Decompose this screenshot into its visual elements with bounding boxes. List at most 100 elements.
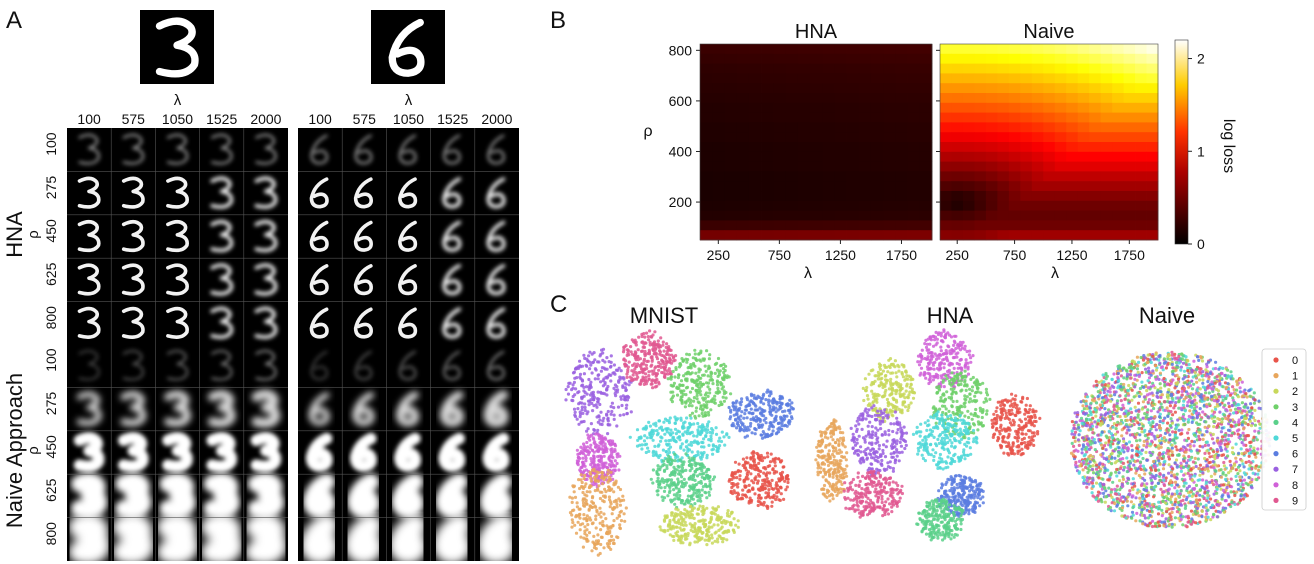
scatter-point (708, 475, 712, 479)
heatmap-cell (834, 63, 847, 74)
scatter-point (867, 372, 871, 376)
heatmap-cell (834, 230, 847, 241)
scatter-point (642, 382, 646, 386)
scatter-point (727, 435, 731, 439)
scatter-point (980, 415, 984, 420)
scatter-point (669, 428, 673, 432)
scatter-point (865, 394, 870, 398)
scatter-point (718, 436, 722, 440)
heatmap-cell (858, 93, 872, 104)
heatmap-cell (919, 63, 933, 74)
heatmap-cell (1031, 171, 1044, 182)
scatter-point (594, 368, 598, 372)
heatmap-cell (951, 230, 964, 241)
scatter-point (1012, 452, 1017, 456)
scatter-point (599, 478, 603, 482)
scatter-point (597, 436, 602, 441)
heatmap-cell (962, 112, 975, 123)
scatter-point (669, 348, 673, 352)
heatmap-cell (907, 73, 921, 84)
scatter-point (587, 486, 592, 490)
scatter-point (584, 454, 588, 458)
heatmap-cell (1054, 63, 1067, 74)
heatmap-cell (1123, 53, 1136, 64)
heatmap-cell (940, 142, 952, 153)
heatmap-cell (997, 151, 1010, 162)
x-tick-label: 750 (1003, 247, 1027, 263)
scatter-point (689, 440, 693, 445)
scatter-point (952, 366, 956, 370)
scatter-point (642, 345, 647, 349)
heatmap-cell (907, 210, 921, 221)
scatter-point (605, 412, 609, 416)
scatter-point (688, 421, 692, 425)
scatter-point (602, 448, 607, 452)
scatter-point (640, 362, 644, 366)
heatmap-cell (1008, 132, 1021, 143)
scatter-point (566, 392, 571, 396)
reconstruction-cell (483, 390, 509, 428)
heatmap-cell (1020, 63, 1033, 74)
reconstruction-stroke (247, 472, 285, 519)
scatter-point (680, 460, 684, 464)
heatmap-cell (1146, 161, 1159, 172)
heatmap-cell (1089, 83, 1102, 94)
heatmap-cell (809, 142, 823, 153)
heatmap-cell (712, 200, 725, 211)
scatter-point (899, 387, 903, 391)
scatter-point (775, 495, 779, 499)
reconstruction-cell (121, 219, 145, 253)
scatter-point (698, 526, 702, 530)
scatter-point (631, 363, 635, 367)
scatter-point (606, 526, 610, 531)
scatter-point (764, 496, 768, 500)
scatter-point (703, 396, 708, 400)
scatter-point (697, 370, 701, 374)
scatter-point (707, 484, 712, 488)
scatter-point (703, 405, 707, 409)
heatmap-cell (858, 132, 872, 143)
heatmap-cell (974, 102, 987, 113)
scatter-point (715, 449, 719, 453)
scatter-point (599, 528, 603, 532)
reconstruction-stroke (398, 134, 417, 165)
scatter-point (724, 521, 728, 526)
lambda-axis-label: λ (174, 92, 182, 109)
reconstruction-cell (115, 472, 152, 519)
scatter-point (771, 397, 776, 401)
scatter-point (582, 372, 587, 376)
heatmap-cell (985, 53, 998, 64)
scatter-point (662, 349, 666, 353)
scatter-point (963, 369, 967, 373)
scatter-point (774, 406, 778, 410)
reconstruction-stroke (305, 432, 333, 472)
scatter-point (889, 384, 893, 388)
scatter-point (613, 449, 617, 453)
scatter-point (689, 363, 693, 367)
scatter-point (677, 373, 681, 377)
heatmap-cell (712, 122, 725, 133)
scatter-point (887, 358, 891, 362)
heatmap-frame (939, 43, 1159, 241)
heatmap-cell (748, 151, 762, 162)
heatmap-cell (1066, 122, 1079, 133)
heatmap-cell (919, 230, 933, 241)
heatmap-cell (919, 93, 933, 104)
scatter-point (777, 498, 781, 502)
reconstruction-cell (210, 176, 234, 209)
scatter-point (580, 408, 584, 412)
scatter-point (599, 442, 603, 446)
scatter-point (589, 422, 594, 426)
reconstruction-cell (254, 176, 278, 209)
scatter-point (615, 502, 619, 506)
heatmap-cell (940, 181, 952, 192)
scatter-point (651, 438, 655, 442)
scatter-point (837, 451, 841, 455)
reconstruction-stroke (432, 513, 471, 564)
heatmap-cell (870, 142, 884, 153)
scatter-point (639, 365, 643, 369)
x-tick-label: 1750 (1114, 247, 1145, 263)
scatter-point (651, 453, 656, 458)
reconstruction-cell (349, 432, 377, 472)
reconstruction-stroke (398, 177, 418, 209)
